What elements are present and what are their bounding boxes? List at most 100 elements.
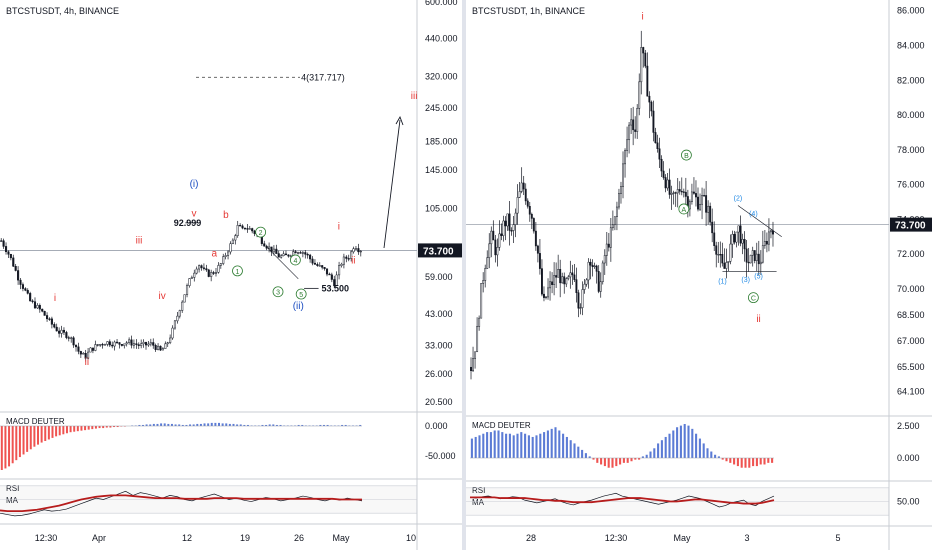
candle-body: [745, 248, 748, 263]
chart-1h[interactable]: BTCSTUSDT, 1h, BINANCE 86.000 84.000 82.000…: [466, 0, 932, 550]
candle-body: [573, 274, 576, 280]
candle-body: [154, 345, 157, 350]
wave-label: i: [641, 11, 643, 22]
candle-body: [60, 329, 63, 334]
candle-body: [210, 272, 213, 277]
candle-body: [743, 239, 746, 250]
minor-wave-label: (5): [754, 274, 763, 281]
candle-body: [304, 252, 307, 255]
chart-4h-svg[interactable]: BTCSTUSDT, 4h, BINANCE600.000440.000320.…: [0, 0, 462, 550]
candle-body: [287, 254, 290, 257]
price-tick-label: 84.000: [897, 40, 925, 50]
candle-body: [585, 279, 588, 285]
chart-4h[interactable]: BTCSTUSDT, 4h, BINANCE 600.000 440.000 320.…: [0, 0, 462, 550]
candle-body: [577, 292, 580, 309]
candle-body: [583, 283, 586, 290]
candle-body: [597, 271, 600, 292]
price-tick-label: 65.500: [897, 362, 925, 372]
candle-body: [12, 257, 15, 267]
rsi-ma-line: [470, 496, 775, 505]
candle-body: [340, 263, 343, 266]
candle-body: [277, 253, 280, 258]
candle-body: [526, 200, 529, 207]
candle-body: [644, 52, 647, 67]
candle-body: [587, 261, 590, 281]
candle-body: [58, 330, 61, 334]
candle-body: [680, 190, 683, 193]
candle-body: [38, 305, 41, 310]
candle-body: [593, 265, 596, 267]
candle-body: [101, 344, 104, 346]
candle-body: [534, 230, 537, 247]
candle-body: [692, 191, 695, 194]
price-tick-label: 440.000: [425, 34, 458, 44]
candle-body: [260, 236, 263, 244]
candle-body: [565, 278, 568, 285]
wave-circle-label: 3: [276, 290, 280, 297]
price-annotation: 4(317.717): [301, 72, 345, 82]
rsi-tick-label: 50.00: [897, 497, 920, 507]
candle-body: [666, 179, 669, 189]
candle-body: [21, 284, 24, 289]
candle-body: [713, 232, 716, 246]
candle-body: [607, 243, 610, 248]
macd-label: MACD DEUTER: [6, 417, 65, 426]
candle-body: [510, 230, 513, 232]
candle-body: [268, 246, 271, 249]
price-tick-label: 20.500: [425, 397, 453, 407]
candle-body: [219, 263, 222, 266]
minor-wave-label: (3): [741, 277, 750, 284]
candle-body: [711, 221, 714, 234]
candle-body: [547, 287, 549, 298]
candle-body: [626, 139, 629, 151]
candle-body: [571, 272, 574, 276]
candle-body: [301, 252, 304, 254]
price-tick-label: 105.000: [425, 203, 458, 213]
candle-body: [55, 326, 58, 332]
candle-body: [282, 253, 285, 256]
candle-body: [676, 189, 679, 194]
candle-body: [646, 65, 649, 97]
pane-divider[interactable]: [462, 0, 466, 550]
candle-body: [540, 268, 543, 295]
candle-body: [658, 148, 661, 160]
candle-body: [482, 280, 485, 284]
candle-body: [345, 256, 348, 259]
candle-body: [321, 265, 324, 268]
candle-body: [563, 276, 566, 285]
candle-body: [29, 293, 32, 302]
candle-body: [670, 193, 673, 195]
price-tick-label: 59.000: [425, 272, 453, 282]
price-tick-label: 80.000: [897, 110, 925, 120]
candle-body: [354, 248, 358, 250]
candle-body: [41, 308, 44, 312]
candle-body: [496, 247, 499, 256]
candle-body: [553, 275, 556, 285]
time-tick-label: Apr: [92, 533, 106, 543]
candle-body: [654, 132, 657, 144]
candle-body: [214, 272, 218, 274]
candle-body: [142, 341, 145, 345]
wave-label: i: [54, 293, 56, 304]
chart-1h-svg[interactable]: BTCSTUSDT, 1h, BINANCE 86.000 84.000 82.000…: [466, 0, 932, 550]
candle-body: [188, 278, 191, 286]
candle-body: [241, 225, 244, 229]
candle-body: [512, 224, 515, 231]
candle-body: [486, 257, 489, 269]
time-tick-label: 5: [835, 533, 840, 543]
wave-circle-label: 5: [299, 292, 303, 299]
candle-body: [62, 329, 66, 333]
ma-label: MA: [6, 496, 19, 505]
candle-body: [296, 252, 300, 254]
minor-wave-label: (1): [718, 279, 727, 286]
candle-body: [737, 225, 740, 233]
candle-body: [719, 254, 722, 256]
candle-body: [735, 231, 738, 243]
price-tick-label: 43.000: [425, 309, 453, 319]
candle-body: [772, 230, 774, 235]
candle-body: [615, 206, 618, 217]
candle-body: [632, 119, 635, 131]
candle-body: [96, 344, 99, 346]
candle-body: [205, 268, 208, 271]
candle-body: [234, 235, 237, 241]
